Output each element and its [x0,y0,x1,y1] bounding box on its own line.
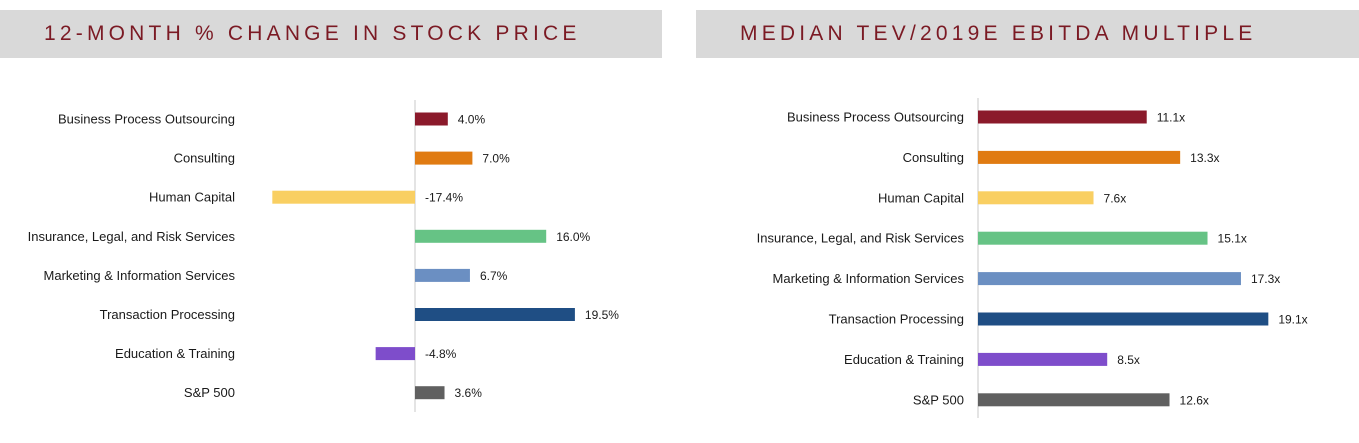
value-label-consulting: 13.3x [1190,151,1219,165]
stock-price-chart-title: 12-MONTH % CHANGE IN STOCK PRICE [44,22,581,45]
bar-sandp-500 [415,386,445,400]
category-label-consulting: Consulting [903,150,964,165]
value-label-insurance-legal-and-risk-services: 16.0% [556,230,590,244]
ebitda-title-bar: MEDIAN TEV/2019E EBITDA MULTIPLE [696,10,1359,58]
value-label-marketing-and-information-services: 6.7% [480,269,508,283]
category-label-transaction-processing: Transaction Processing [100,307,235,322]
value-label-business-process-outsourcing: 4.0% [458,113,486,127]
value-label-sandp-500: 12.6x [1180,393,1209,407]
value-label-insurance-legal-and-risk-services: 15.1x [1218,232,1247,246]
category-label-business-process-outsourcing: Business Process Outsourcing [787,110,964,125]
bar-human-capital [272,190,415,204]
value-label-education-and-training: -4.8% [425,347,457,361]
category-label-consulting: Consulting [174,151,235,166]
value-label-human-capital: 7.6x [1104,191,1127,205]
bar-marketing-and-information-services [978,272,1241,286]
bar-marketing-and-information-services [415,268,470,282]
value-label-transaction-processing: 19.5% [585,308,619,322]
ebitda-multiple-panel: MEDIAN TEV/2019E EBITDA MULTIPLE Busines… [696,0,1359,443]
category-label-human-capital: Human Capital [878,190,964,205]
bar-insurance-legal-and-risk-services [415,229,547,243]
bar-business-process-outsourcing [415,112,448,126]
category-label-education-and-training: Education & Training [115,346,235,361]
category-label-transaction-processing: Transaction Processing [829,312,964,327]
category-label-insurance-legal-and-risk-services: Insurance, Legal, and Risk Services [28,229,236,244]
category-label-marketing-and-information-services: Marketing & Information Services [44,268,236,283]
category-label-human-capital: Human Capital [149,190,235,205]
value-label-education-and-training: 8.5x [1117,353,1140,367]
bar-education-and-training [375,347,415,361]
category-label-sandp-500: S&P 500 [913,392,964,407]
bar-human-capital [978,191,1094,205]
bar-consulting [415,151,473,165]
bar-education-and-training [978,352,1108,366]
category-label-business-process-outsourcing: Business Process Outsourcing [58,112,235,127]
category-label-education-and-training: Education & Training [844,352,964,367]
value-label-marketing-and-information-services: 17.3x [1251,272,1280,286]
ebitda-chart-title: MEDIAN TEV/2019E EBITDA MULTIPLE [740,22,1257,45]
ebitda-multiple-chart: Business Process Outsourcing 11.1x Consult… [757,98,1308,418]
bar-transaction-processing [415,308,575,321]
stock-price-title-bar: 12-MONTH % CHANGE IN STOCK PRICE [0,10,662,58]
bar-transaction-processing [978,312,1269,326]
bar-business-process-outsourcing [978,110,1147,124]
value-label-consulting: 7.0% [482,152,510,166]
category-label-marketing-and-information-services: Marketing & Information Services [773,271,965,286]
value-label-sandp-500: 3.6% [455,386,483,400]
value-label-business-process-outsourcing: 11.1x [1157,111,1185,125]
bar-sandp-500 [978,393,1170,407]
stock-price-change-panel: 12-MONTH % CHANGE IN STOCK PRICE Busines… [0,0,662,443]
bar-insurance-legal-and-risk-services [978,231,1208,245]
stock-price-change-chart: Business Process Outsourcing 4.0% Consulti… [28,100,619,412]
category-label-sandp-500: S&P 500 [184,385,235,400]
bar-consulting [978,150,1181,164]
category-label-insurance-legal-and-risk-services: Insurance, Legal, and Risk Services [757,231,965,246]
value-label-transaction-processing: 19.1x [1278,313,1307,327]
value-label-human-capital: -17.4% [425,191,463,205]
